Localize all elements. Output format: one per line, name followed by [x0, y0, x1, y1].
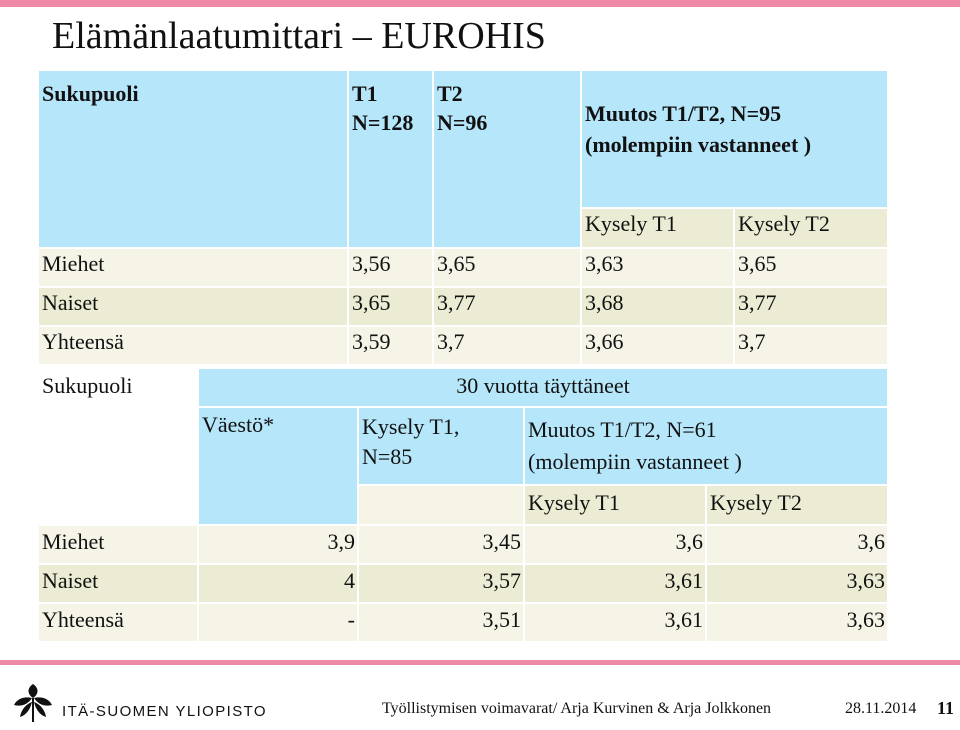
subheader-kysely-t1: Kysely T1 [580, 207, 735, 249]
page-number: 11 [937, 698, 955, 718]
header-t1: T1 N=128 [347, 69, 434, 249]
bottom-accent-bar [0, 660, 960, 665]
cell-kysely-t2: 3,77 [733, 286, 889, 327]
subheader-kysely-t2: Kysely T2 [733, 207, 889, 249]
cell-kysely-t2: 3,65 [733, 247, 889, 288]
row-label: Miehet [37, 524, 199, 565]
slide-title: Elämänlaatumittari – EUROHIS [52, 15, 546, 57]
cell-t2: 3,7 [432, 325, 582, 366]
header-vaesto: Väestö* [197, 406, 359, 526]
cell-kysely-t1-n85: 3,51 [357, 602, 525, 643]
university-logo-icon [14, 684, 52, 722]
row-label: Yhteensä [37, 602, 199, 643]
header-muutos: Muutos T1/T2, N=95 (molempiin vastanneet … [580, 69, 889, 209]
cell-kysely-t2: 3,6 [705, 524, 889, 565]
header-30-vuotta: 30 vuotta täyttäneet [197, 367, 889, 408]
cell-kysely-t1: 3,63 [580, 247, 735, 288]
subheader-kysely-t1: Kysely T1 [523, 484, 707, 526]
header-t2: T2 N=96 [432, 69, 582, 249]
top-accent-bar [0, 0, 960, 7]
cell-kysely-t1: 3,61 [523, 563, 707, 604]
cell-kysely-t1-n85: 3,45 [357, 524, 525, 565]
row-label: Miehet [37, 247, 349, 288]
cell-vaesto: - [197, 602, 359, 643]
subheader-empty [357, 484, 525, 526]
cell-kysely-t1: 3,68 [580, 286, 735, 327]
header-sukupuoli: Sukupuoli [37, 367, 199, 526]
row-label: Naiset [37, 286, 349, 327]
cell-kysely-t2: 3,63 [705, 563, 889, 604]
cell-t2: 3,65 [432, 247, 582, 288]
row-label: Yhteensä [37, 325, 349, 366]
cell-t1: 3,59 [347, 325, 434, 366]
eurohis-table-30plus: Sukupuoli 30 vuotta täyttäneet Väestö* K… [37, 367, 889, 643]
header-kysely-t1-n85: Kysely T1, N=85 [357, 406, 525, 486]
cell-t1: 3,65 [347, 286, 434, 327]
cell-kysely-t1: 3,61 [523, 602, 707, 643]
subheader-kysely-t2: Kysely T2 [705, 484, 889, 526]
footer-text: Työllistymisen voimavarat/ Arja Kurvinen… [382, 700, 772, 717]
header-sukupuoli: Sukupuoli [37, 69, 349, 249]
footer-date: 28.11.2014 [845, 700, 917, 717]
header-muutos: Muutos T1/T2, N=61 (molempiin vastanneet … [523, 406, 889, 486]
cell-kysely-t1: 3,6 [523, 524, 707, 565]
cell-vaesto: 3,9 [197, 524, 359, 565]
cell-kysely-t1-n85: 3,57 [357, 563, 525, 604]
cell-kysely-t2: 3,63 [705, 602, 889, 643]
cell-t1: 3,56 [347, 247, 434, 288]
cell-kysely-t1: 3,66 [580, 325, 735, 366]
university-name: ITÄ-SUOMEN YLIOPISTO [62, 703, 267, 720]
cell-kysely-t2: 3,7 [733, 325, 889, 366]
cell-t2: 3,77 [432, 286, 582, 327]
cell-vaesto: 4 [197, 563, 359, 604]
eurohis-table-t1-t2: Sukupuoli T1 N=128 T2 N=96 Muutos T1/T2, N… [37, 69, 889, 366]
row-label: Naiset [37, 563, 199, 604]
